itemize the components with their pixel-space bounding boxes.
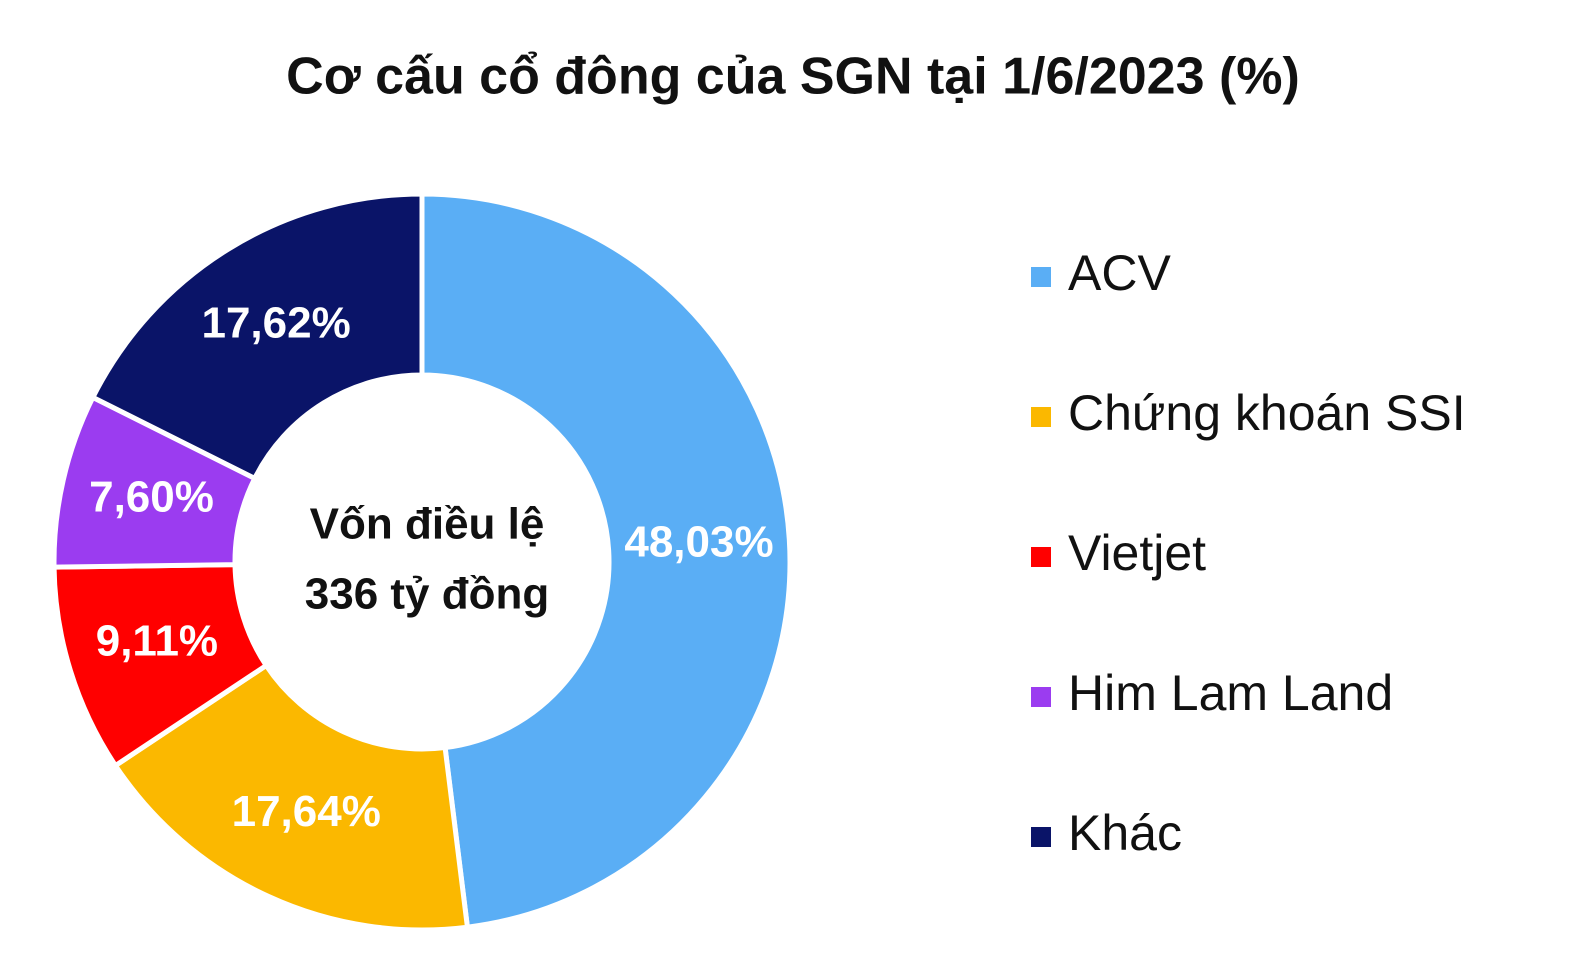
value-label: 17,62% bbox=[201, 299, 350, 348]
center-text: Vốn điều lệ bbox=[310, 500, 545, 549]
chart-title: Cơ cấu cổ đông của SGN tại 1/6/2023 (%) bbox=[286, 48, 1300, 106]
legend-label: Chứng khoán SSI bbox=[1068, 385, 1466, 441]
legend-label: Khác bbox=[1068, 805, 1182, 861]
donut-slice bbox=[419, 191, 793, 930]
value-label: 7,60% bbox=[89, 473, 214, 522]
center-text: 336 tỷ đồng bbox=[305, 570, 550, 619]
donut-slice bbox=[89, 191, 425, 482]
legend-swatch bbox=[1031, 687, 1051, 707]
legend-label: ACV bbox=[1068, 245, 1171, 301]
legend-label: Vietjet bbox=[1068, 525, 1206, 581]
legend-label: Him Lam Land bbox=[1068, 665, 1393, 721]
value-label: 48,03% bbox=[624, 517, 773, 566]
legend-swatch bbox=[1031, 267, 1051, 287]
donut-slice bbox=[111, 661, 471, 933]
legend-swatch bbox=[1031, 827, 1051, 847]
value-label: 17,64% bbox=[232, 787, 381, 836]
legend-swatch bbox=[1031, 547, 1051, 567]
legend-swatch bbox=[1031, 407, 1051, 427]
value-label: 9,11% bbox=[96, 617, 218, 666]
